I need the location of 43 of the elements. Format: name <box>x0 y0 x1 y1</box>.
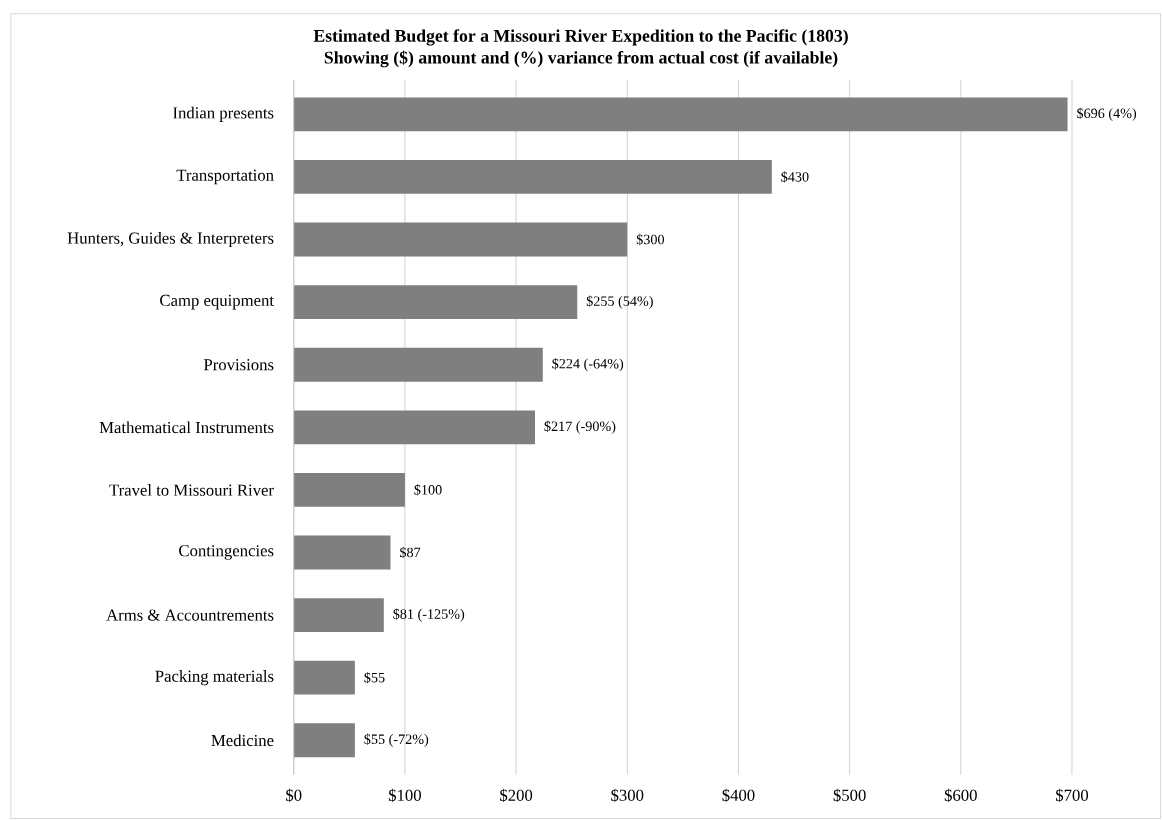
bar <box>293 598 384 632</box>
data-label: $224 (-64%) <box>552 358 624 372</box>
bar <box>293 285 578 320</box>
y-tick-label: Camp equipment <box>160 294 274 310</box>
data-label: $55 <box>364 671 385 684</box>
bar <box>293 535 391 570</box>
data-label: $300 <box>636 233 665 246</box>
y-tick-label: Hunters, Guides & Interpreters <box>67 231 274 248</box>
y-tick-label: Travel to Missouri River <box>109 484 274 496</box>
bar <box>293 472 405 507</box>
data-label: $55 (-72%) <box>364 733 429 747</box>
y-tick-label: Provisions <box>203 359 274 371</box>
y-tick-label: Packing materials <box>155 670 274 686</box>
x-tick-label: $0 <box>286 788 302 803</box>
bar <box>293 723 355 758</box>
data-label: $255 (54%) <box>586 295 653 309</box>
x-tick-label: $700 <box>1056 788 1089 803</box>
bar <box>293 660 355 695</box>
data-label: $81 (-125%) <box>393 608 465 622</box>
chart-subtitle: Showing ($) amount and (%) variance from actual cost (if available) <box>324 50 838 68</box>
bar <box>293 347 543 382</box>
x-tick-label: $600 <box>944 788 977 803</box>
y-tick-label: Contingencies <box>179 545 274 560</box>
data-label: $217 (-90%) <box>544 420 616 434</box>
chart-title: Estimated Budget for a Missouri River Expedition to the Pacific (1803) <box>313 29 848 46</box>
data-label: $100 <box>414 484 442 496</box>
bar <box>293 160 772 194</box>
x-tick-label: $100 <box>388 788 421 803</box>
bar <box>293 410 535 445</box>
x-tick-label: $200 <box>500 788 533 803</box>
y-tick-label: Arms & Accountrements <box>106 609 274 621</box>
x-tick-label: $300 <box>611 788 644 803</box>
y-tick-label: Indian presents <box>173 106 274 122</box>
bar <box>293 222 628 257</box>
x-tick-label: $500 <box>833 788 866 803</box>
y-tick-label: Mathematical Instruments <box>99 421 274 434</box>
data-label: $430 <box>781 171 809 183</box>
y-tick-label: Transportation <box>176 169 274 185</box>
y-tick-label: Medicine <box>211 734 274 747</box>
x-tick-label: $400 <box>722 788 755 803</box>
data-label: $696 (4%) <box>1077 107 1137 121</box>
data-label: $87 <box>400 546 421 559</box>
bar <box>293 97 1068 132</box>
